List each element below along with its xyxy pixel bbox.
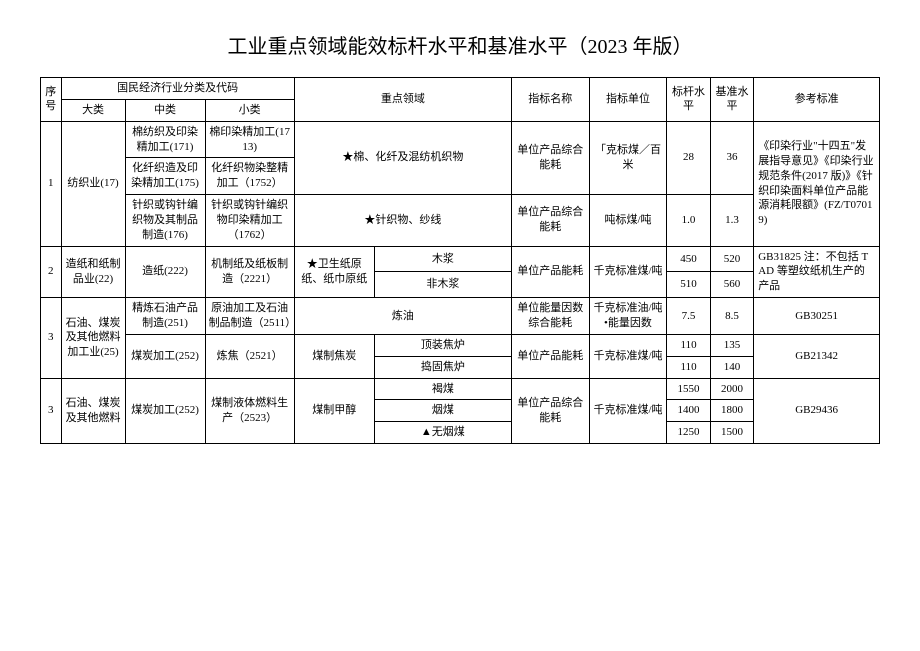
- cell-idx: 单位能量因数综合能耗: [511, 298, 589, 335]
- cell-seq: 2: [41, 246, 62, 298]
- cell-xi: 原油加工及石油制品制造（2511）: [205, 298, 294, 335]
- cell-idx: 单位产品能耗: [511, 334, 589, 378]
- cell-bm: 1400: [667, 400, 710, 422]
- cell-base: 520: [710, 246, 753, 272]
- cell-ref: GB29436: [754, 378, 880, 444]
- cell-idx: 单位产品综合能耗: [511, 378, 589, 444]
- cell-xi: 棉印染精加工(1713): [205, 121, 294, 158]
- cell-base: 1.3: [710, 195, 753, 247]
- cell-seq: 3: [41, 378, 62, 444]
- cell-xi: 化纤织物染整精加工（1752）: [205, 158, 294, 195]
- cell-ref: GB31825 注：不包括 TAD 等塑纹纸机生产的产品: [754, 246, 880, 298]
- table-row: 煤炭加工(252) 炼焦（2521） 煤制焦炭 顶装焦炉 单位产品能耗 千克标准…: [41, 334, 880, 356]
- table-row: 3 石油、煤炭及其他燃料加工业(25) 精炼石油产品制造(251) 原油加工及石…: [41, 298, 880, 335]
- cell-bm: 510: [667, 272, 710, 298]
- cell-field: ★棉、化纤及混纺机织物: [294, 121, 511, 194]
- col-da: 大类: [61, 99, 125, 121]
- cell-f1: ★卫生纸原纸、纸巾原纸: [294, 246, 374, 298]
- cell-ref: 《印染行业"十四五"发展指导意见》《印染行业规范条件(2017 版)》《针织印染…: [754, 121, 880, 246]
- cell-zh: 煤炭加工(252): [125, 334, 205, 378]
- table-row: 2 造纸和纸制品业(22) 造纸(222) 机制纸及纸板制造（2221） ★卫生…: [41, 246, 880, 272]
- cell-da: 石油、煤炭及其他燃料: [61, 378, 125, 444]
- table-row: 1 纺织业(17) 棉纺织及印染精加工(171) 棉印染精加工(1713) ★棉…: [41, 121, 880, 158]
- cell-xi: 炼焦（2521）: [205, 334, 294, 378]
- cell-zh: 针织或钩针编织物及其制品制造(176): [125, 195, 205, 247]
- cell-f1: 煤制焦炭: [294, 334, 374, 378]
- cell-bm: 1550: [667, 378, 710, 400]
- cell-f2: 木浆: [374, 246, 511, 272]
- cell-xi: 煤制液体燃料生产（2523）: [205, 378, 294, 444]
- cell-field: ★针织物、纱线: [294, 195, 511, 247]
- col-field: 重点领域: [294, 78, 511, 122]
- cell-bm: 1.0: [667, 195, 710, 247]
- cell-base: 560: [710, 272, 753, 298]
- cell-f2: 顶装焦炉: [374, 334, 511, 356]
- cell-bm: 110: [667, 334, 710, 356]
- cell-zh: 造纸(222): [125, 246, 205, 298]
- cell-base: 8.5: [710, 298, 753, 335]
- cell-base: 1800: [710, 400, 753, 422]
- cell-da: 纺织业(17): [61, 121, 125, 246]
- cell-bm: 450: [667, 246, 710, 272]
- cell-idx: 单位产品综合能耗: [511, 121, 589, 194]
- cell-idx: 单位产品综合能耗: [511, 195, 589, 247]
- col-unit: 指标单位: [589, 78, 667, 122]
- col-cls: 国民经济行业分类及代码: [61, 78, 294, 100]
- cell-f2: 褐煤: [374, 378, 511, 400]
- cell-unit: 「克标煤／百米: [589, 121, 667, 194]
- cell-base: 2000: [710, 378, 753, 400]
- col-xiao: 小类: [205, 99, 294, 121]
- col-zhong: 中类: [125, 99, 205, 121]
- cell-unit: 千克标准煤/吨: [589, 378, 667, 444]
- page-title: 工业重点领域能效标杆水平和基准水平（2023 年版）: [40, 30, 880, 59]
- cell-base: 140: [710, 356, 753, 378]
- cell-f2: 烟煤: [374, 400, 511, 422]
- table-row: 针织或钩针编织物及其制品制造(176) 针织或钩针编织物印染精加工（1762） …: [41, 195, 880, 247]
- cell-da: 石油、煤炭及其他燃料加工业(25): [61, 298, 125, 378]
- cell-idx: 单位产品能耗: [511, 246, 589, 298]
- cell-zh: 煤炭加工(252): [125, 378, 205, 444]
- table-row: 3 石油、煤炭及其他燃料 煤炭加工(252) 煤制液体燃料生产（2523） 煤制…: [41, 378, 880, 400]
- col-base: 基准水平: [710, 78, 753, 122]
- cell-xi: 针织或钩针编织物印染精加工（1762）: [205, 195, 294, 247]
- cell-zh: 精炼石油产品制造(251): [125, 298, 205, 335]
- cell-seq: 1: [41, 121, 62, 246]
- cell-unit: 千克标准煤/吨: [589, 334, 667, 378]
- cell-base: 135: [710, 334, 753, 356]
- col-idx: 指标名称: [511, 78, 589, 122]
- cell-zh: 棉纺织及印染精加工(171): [125, 121, 205, 158]
- cell-base: 1500: [710, 422, 753, 444]
- cell-f1: 煤制甲醇: [294, 378, 374, 444]
- cell-bm: 7.5: [667, 298, 710, 335]
- cell-bm: 110: [667, 356, 710, 378]
- cell-seq: 3: [41, 298, 62, 378]
- col-bm: 标杆水平: [667, 78, 710, 122]
- cell-ref: GB30251: [754, 298, 880, 335]
- cell-xi: 机制纸及纸板制造（2221）: [205, 246, 294, 298]
- cell-f2: 捣固焦炉: [374, 356, 511, 378]
- cell-field: 炼油: [294, 298, 511, 335]
- cell-bm: 28: [667, 121, 710, 194]
- cell-ref: GB21342: [754, 334, 880, 378]
- col-seq: 序号: [41, 78, 62, 122]
- table-header-row: 序号 国民经济行业分类及代码 重点领域 指标名称 指标单位 标杆水平 基准水平 …: [41, 78, 880, 100]
- cell-f2: 非木浆: [374, 272, 511, 298]
- cell-bm: 1250: [667, 422, 710, 444]
- main-table: 序号 国民经济行业分类及代码 重点领域 指标名称 指标单位 标杆水平 基准水平 …: [40, 77, 880, 444]
- cell-unit: 千克标准煤/吨: [589, 246, 667, 298]
- cell-f2: ▲无烟煤: [374, 422, 511, 444]
- cell-zh: 化纤织造及印染精加工(175): [125, 158, 205, 195]
- cell-da: 造纸和纸制品业(22): [61, 246, 125, 298]
- cell-unit: 吨标煤/吨: [589, 195, 667, 247]
- cell-base: 36: [710, 121, 753, 194]
- cell-unit: 千克标准油/吨•能量因数: [589, 298, 667, 335]
- col-ref: 参考标准: [754, 78, 880, 122]
